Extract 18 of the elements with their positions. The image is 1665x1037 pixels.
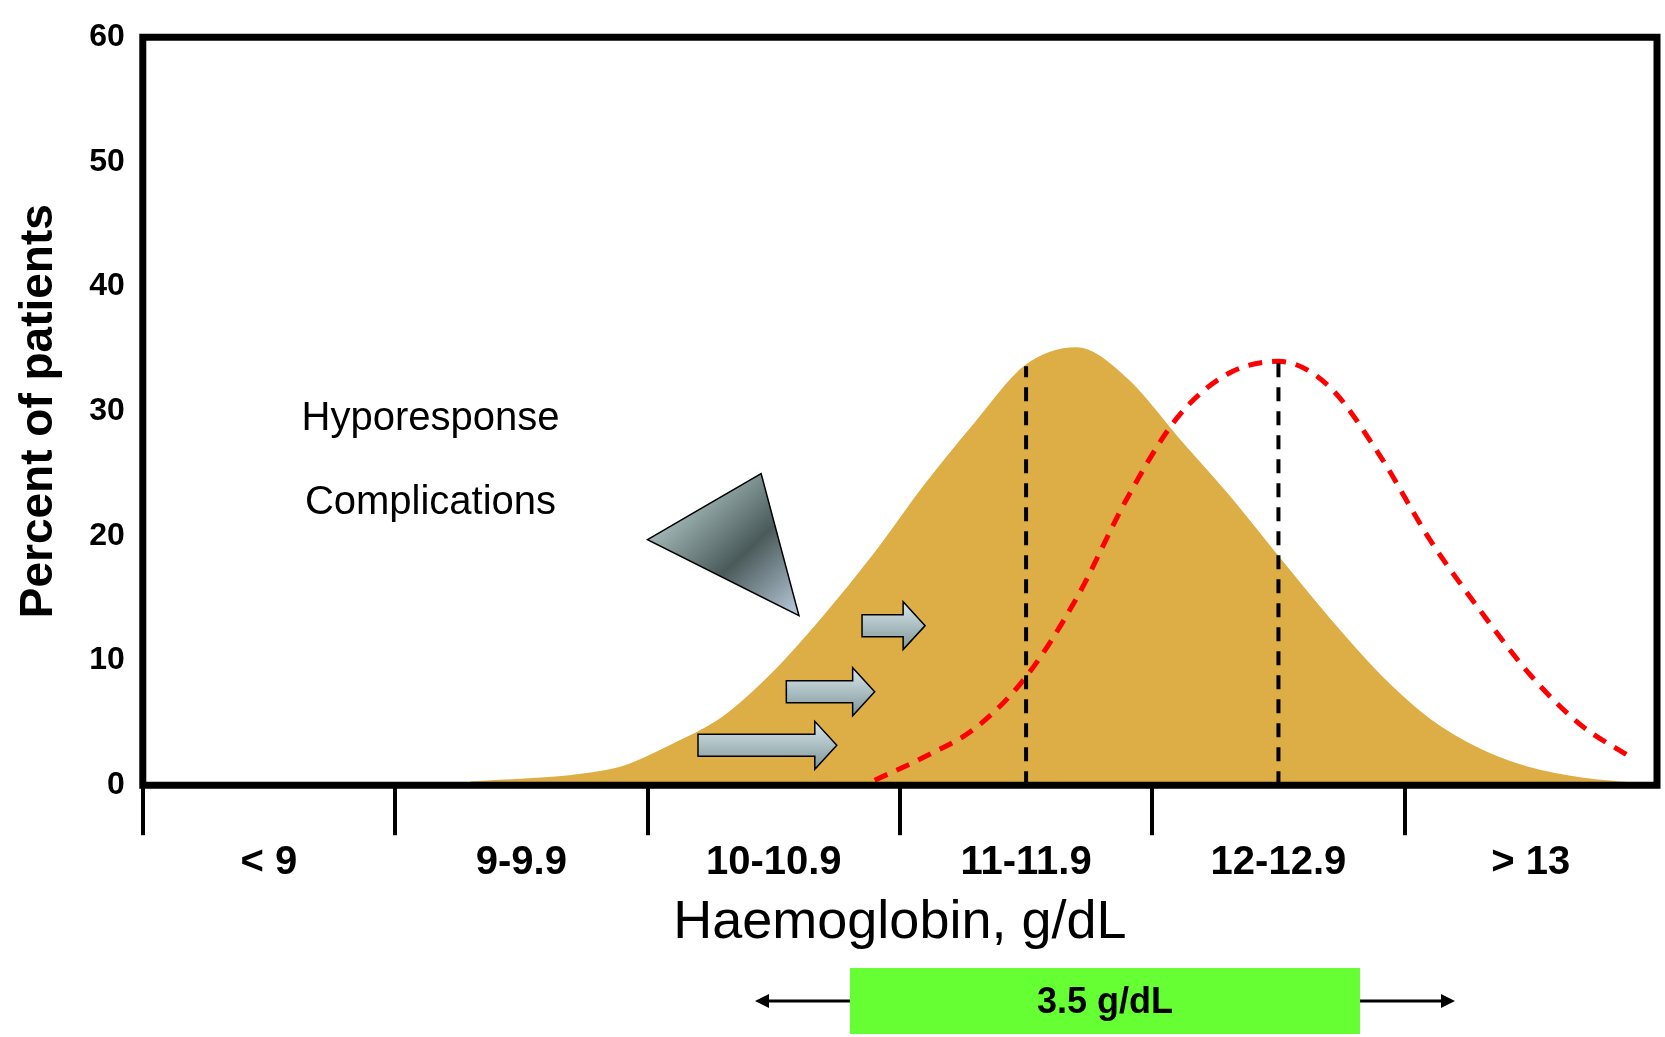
y-tick-label: 50 [89,141,125,178]
x-tick-label: 12-12.9 [1210,838,1347,883]
text: 3.5 g/dL [850,968,1360,1034]
annotation: Complications [304,477,557,522]
x-tick-label: 10-10.9 [705,838,842,883]
x-tick-label: 9-9.9 [475,838,567,883]
y-tick-label: 60 [89,17,125,54]
x-tick-label: > 13 [1491,838,1571,883]
x-axis-title: Haemoglobin, g/dL [673,889,1127,950]
y-tick-label: 40 [89,266,125,303]
y-tick-label: 20 [89,515,125,552]
y-tick-label: 30 [89,391,125,428]
y-tick-label: 0 [107,765,125,802]
annotation: Hyporesponse [301,393,560,438]
y-tick-label: 10 [89,640,125,677]
x-tick-label: < 9 [240,838,298,883]
y-axis-title: Percent of patients [10,204,63,619]
x-tick-label: 11-11.9 [960,838,1092,883]
